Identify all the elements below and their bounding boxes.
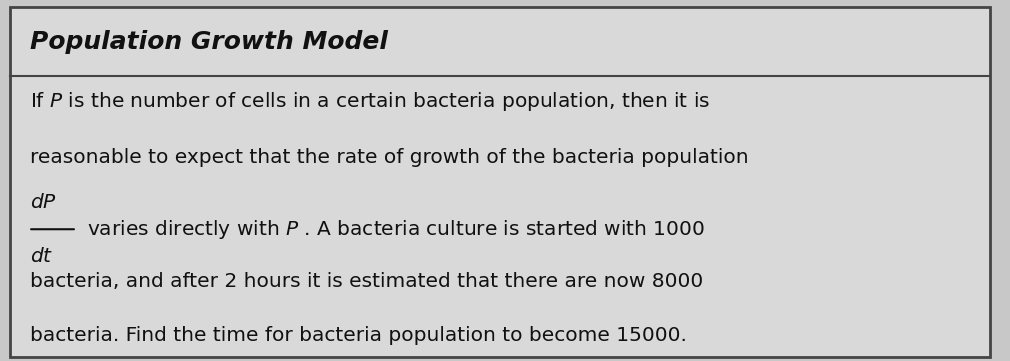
Text: If $P$ is the number of cells in a certain bacteria population, then it is: If $P$ is the number of cells in a certa… (30, 90, 711, 113)
Text: bacteria, and after 2 hours it is estimated that there are now 8000: bacteria, and after 2 hours it is estima… (30, 272, 704, 291)
Text: varies directly with $P$ . A bacteria culture is started with 1000: varies directly with $P$ . A bacteria cu… (87, 218, 705, 241)
Text: $dP$: $dP$ (30, 193, 58, 212)
Text: Population Growth Model: Population Growth Model (30, 30, 388, 53)
FancyBboxPatch shape (10, 7, 990, 357)
Text: bacteria. Find the time for bacteria population to become 15000.: bacteria. Find the time for bacteria pop… (30, 326, 687, 345)
Text: $dt$: $dt$ (30, 247, 54, 266)
Text: reasonable to expect that the rate of growth of the bacteria population: reasonable to expect that the rate of gr… (30, 148, 749, 166)
